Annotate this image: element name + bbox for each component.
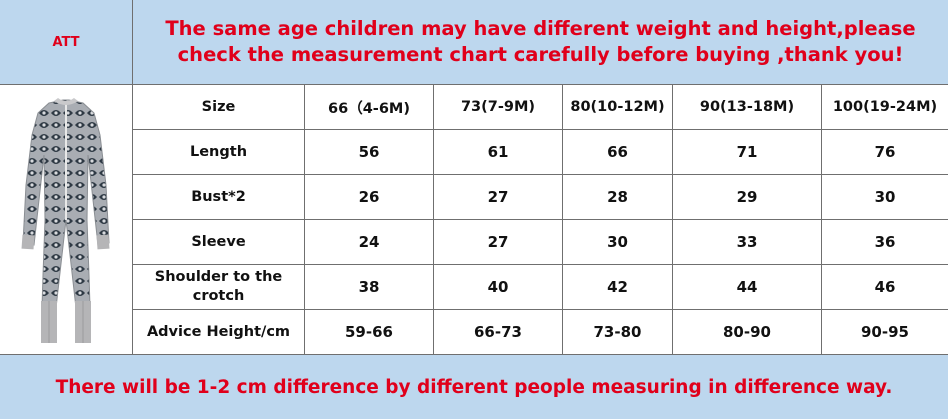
table-cell: 90-95 [861, 323, 909, 341]
footer-note: There will be 1-2 cm difference by diffe… [0, 355, 948, 419]
grid-line [0, 354, 948, 355]
size-column-header: 73(7-9M) [460, 99, 536, 115]
row-label: Length [189, 143, 248, 160]
table-cell: 66-73 [474, 323, 522, 341]
table-cell: 30 [607, 233, 628, 251]
notice-banner: The same age children may have different… [133, 0, 948, 84]
table-cell: 28 [607, 188, 628, 206]
row-label: Sleeve [191, 233, 246, 250]
table-cell: 27 [487, 188, 509, 206]
table-cell: 80-90 [723, 323, 771, 341]
row-label: Bust*2 [191, 188, 246, 205]
grid-line [133, 219, 948, 220]
table-cell: 71 [736, 143, 758, 161]
table-cell: 24 [358, 233, 380, 251]
table-cell: 26 [358, 188, 380, 206]
table-cell: 61 [487, 143, 509, 161]
row-label: Shoulder to the crotch [154, 269, 283, 304]
table-cell: 30 [874, 188, 896, 206]
table-cell: 56 [358, 143, 380, 161]
grid-line [672, 85, 673, 355]
patterned-romper-icon [21, 97, 110, 343]
table-cell: 59-66 [345, 323, 393, 341]
grid-line [433, 85, 434, 355]
grid-line [133, 129, 948, 130]
size-column-header: 90(13-18M) [699, 99, 795, 115]
grid-line [132, 0, 133, 355]
table-cell: 73-80 [593, 323, 642, 341]
grid-line [133, 264, 948, 265]
table-cell: 27 [487, 233, 509, 251]
table-cell: 33 [736, 233, 758, 251]
table-cell: 29 [736, 188, 758, 206]
table-cell: 76 [874, 143, 896, 161]
grid-line [304, 85, 305, 355]
row-label: Advice Height/cm [146, 323, 291, 340]
grid-line [562, 85, 563, 355]
brand-cell: ATT [0, 0, 132, 84]
table-cell: 36 [874, 233, 896, 251]
table-cell: 44 [736, 278, 758, 296]
size-header-label: Size [201, 99, 236, 115]
size-column-header: 100(19-24M) [832, 99, 938, 115]
grid-line [133, 174, 948, 175]
grid-line [0, 84, 948, 85]
table-cell: 40 [487, 278, 509, 296]
grid-line [133, 309, 948, 310]
table-cell: 66 [607, 143, 628, 161]
size-column-header: 66（4-6M) [328, 100, 410, 117]
size-column-header: 80(10-12M) [570, 99, 665, 115]
grid-line [821, 85, 822, 355]
table-cell: 42 [607, 278, 628, 296]
product-image-cell [0, 85, 132, 354]
table-cell: 38 [358, 278, 380, 296]
table-cell: 46 [874, 278, 896, 296]
